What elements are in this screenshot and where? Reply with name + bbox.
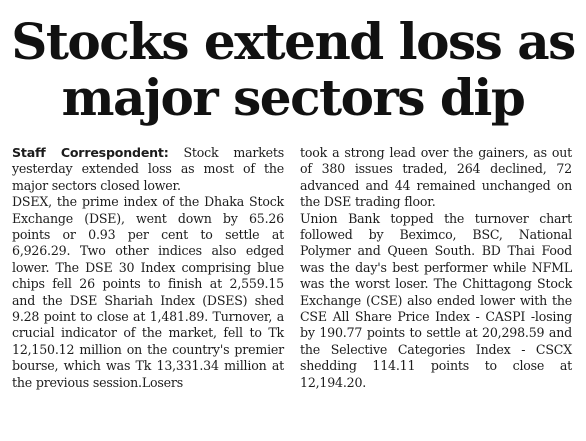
article-body: Staff Correspondent: Stock markets yeste… [12, 145, 572, 391]
column-right: took a strong lead over the gainers, as … [300, 145, 572, 391]
paragraph-1: DSEX, the prime index of the Dhaka Stock… [12, 194, 284, 390]
byline: Staff Correspondent: [12, 145, 169, 160]
headline: Stocks extend loss as major sectors dip [0, 14, 586, 126]
paragraph-3: Union Bank topped the turnover chart fol… [300, 210, 572, 390]
lead-text: Stock markets yesterday extended loss as… [12, 145, 285, 193]
headline-line-2: major sectors dip [61, 68, 526, 127]
column-left: Staff Correspondent: Stock markets yeste… [12, 145, 284, 391]
lead-paragraph: Staff Correspondent: Stock markets yeste… [12, 145, 284, 194]
headline-line-1: Stocks extend loss as [11, 12, 576, 71]
paragraph-2: took a strong lead over the gainers, as … [300, 145, 572, 210]
